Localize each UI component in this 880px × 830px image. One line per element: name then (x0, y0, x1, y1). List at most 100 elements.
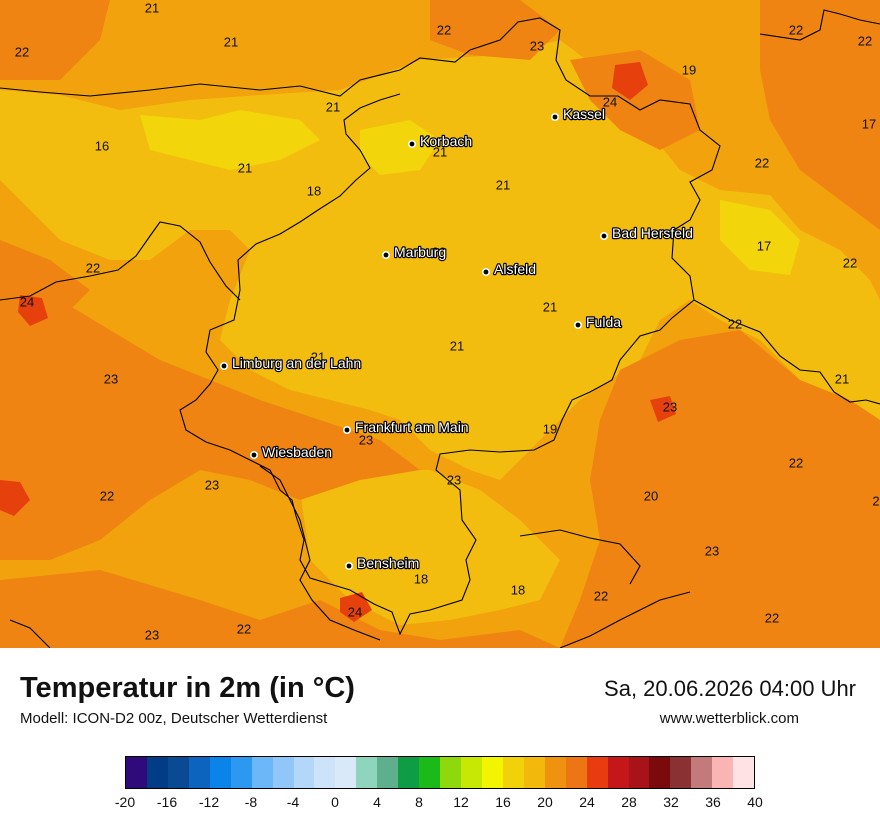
city-label: Bad Hersfeld (612, 225, 693, 241)
legend-swatch (733, 757, 755, 788)
legend-swatch (544, 757, 566, 788)
southeast-border (519, 529, 641, 585)
temperature-zone-warm-ne (430, 0, 560, 60)
temperature-value: 22 (594, 588, 608, 603)
legend-swatch (649, 757, 671, 788)
legend-tick-label: 20 (537, 794, 553, 810)
legend-swatch (251, 757, 273, 788)
legend-swatch (356, 757, 378, 788)
temperature-value: 24 (348, 604, 362, 619)
legend-tick-label: -16 (156, 794, 178, 810)
temperature-value: 21 (543, 299, 557, 314)
city-label: Alsfeld (494, 261, 536, 277)
temperature-zone-hot-east (650, 396, 676, 422)
legend-swatch (628, 757, 650, 788)
south-border (9, 465, 381, 648)
temperature-value: 23 (104, 371, 118, 386)
temperature-value: 22 (843, 255, 857, 270)
temperature-zone-warm-nw (0, 0, 110, 80)
temperature-labels: 21 22 21 22 23 22 22 19 24 21 16 21 21 17 18 21 22 20 22 24… (15, 0, 880, 642)
legend-tick-label: 0 (331, 794, 339, 810)
legend-swatch (691, 757, 713, 788)
city-label: Korbach (420, 133, 472, 149)
city-label: Bensheim (357, 555, 419, 571)
city-marker: Korbach (407, 132, 473, 150)
temperature-value: 19 (543, 421, 557, 436)
temperature-map: 21 22 21 22 23 22 22 19 24 21 16 21 21 17 18 21 22 20 22 24… (0, 0, 880, 648)
city-marker: Marburg (381, 243, 447, 261)
legend-tick-label: -20 (114, 794, 136, 810)
city-label: Marburg (394, 244, 446, 260)
legend-swatch (565, 757, 587, 788)
temperature-value: 21 (326, 99, 340, 114)
temperature-value: 23 (530, 38, 544, 53)
legend-tick-label: -8 (244, 794, 258, 810)
map-footer: Temperatur in 2m (in °C) Modell: ICON-D2… (0, 648, 880, 830)
temperature-value: 22 (728, 316, 742, 331)
legend-tick-label: 24 (579, 794, 595, 810)
temperature-value: 23 (145, 627, 159, 642)
temperature-value: 21 (145, 0, 159, 15)
temperature-zone-hot-kassel (612, 62, 648, 100)
temperature-zone-hot-west (0, 480, 30, 516)
temperature-value: 22 (765, 610, 779, 625)
temperature-zone-cool-nw (140, 110, 320, 170)
city-dot (599, 232, 608, 241)
temperature-value: 22 (15, 44, 29, 59)
temperature-zone-cool-korbach (360, 120, 440, 175)
legend-swatch (586, 757, 608, 788)
temperature-zone-warm-sw (0, 300, 420, 560)
temperature-zone-mild-south (300, 470, 560, 625)
temperature-zone-hot-west2 (18, 295, 48, 326)
temperature-value: 22 (789, 22, 803, 37)
temperature-zone-warm-south (0, 570, 560, 648)
temperature-value: 16 (95, 138, 109, 153)
legend-tick-label: -4 (286, 794, 300, 810)
temperature-value: 22 (437, 22, 451, 37)
city-marker: Bensheim (344, 554, 420, 572)
legend-swatch (126, 757, 147, 788)
temperature-value: 23 (705, 543, 719, 558)
city-dot (342, 425, 351, 434)
website-link[interactable]: www.wetterblick.com (659, 710, 799, 727)
legend-swatch (230, 757, 252, 788)
temperature-value: 22 (858, 33, 872, 48)
temperature-value: 23 (359, 432, 373, 447)
legend-tick-label: 36 (705, 794, 721, 810)
legend-tick-label: 40 (747, 794, 763, 810)
temperature-value: 23 (205, 477, 219, 492)
city-markers: Kassel Korbach Bad Hersfeld Marburg Alsfeld F… (220, 105, 694, 572)
south-east-border-2 (559, 591, 691, 648)
city-label: Fulda (586, 314, 621, 330)
east-border (693, 299, 880, 405)
legend-swatch (670, 757, 692, 788)
legend-swatch (607, 757, 629, 788)
temperature-value: 23 (663, 399, 677, 414)
city-marker: Wiesbaden (250, 443, 333, 461)
temperature-value: 21 (496, 177, 510, 192)
city-dot (344, 561, 353, 570)
temperature-value: 22 (100, 488, 114, 503)
city-dot (573, 320, 582, 329)
legend-swatch (146, 757, 168, 788)
temperature-value: 17 (862, 116, 876, 131)
temperature-value: 24 (603, 94, 617, 109)
city-dot (407, 140, 416, 149)
temperature-value: 19 (682, 62, 696, 77)
legend-swatch (293, 757, 315, 788)
temperature-zone-warm-kassel (570, 50, 700, 150)
legend-swatch (167, 757, 189, 788)
map-title: Temperatur in 2m (in °C) (20, 672, 355, 704)
city-dot (220, 361, 229, 370)
hesse-border (0, 17, 721, 636)
city-dot (550, 113, 559, 122)
legend-swatch (502, 757, 524, 788)
model-source: Modell: ICON-D2 00z, Deutscher Wetterdie… (20, 710, 328, 727)
city-marker: Limburg an der Lahn (220, 354, 362, 372)
city-label: Wiesbaden (262, 444, 332, 460)
legend-tick-label: 32 (663, 794, 679, 810)
city-marker: Bad Hersfeld (599, 224, 694, 242)
temperature-value: 22 (755, 155, 769, 170)
temperature-value: 21 (311, 349, 325, 364)
temperature-value: 21 (238, 160, 252, 175)
